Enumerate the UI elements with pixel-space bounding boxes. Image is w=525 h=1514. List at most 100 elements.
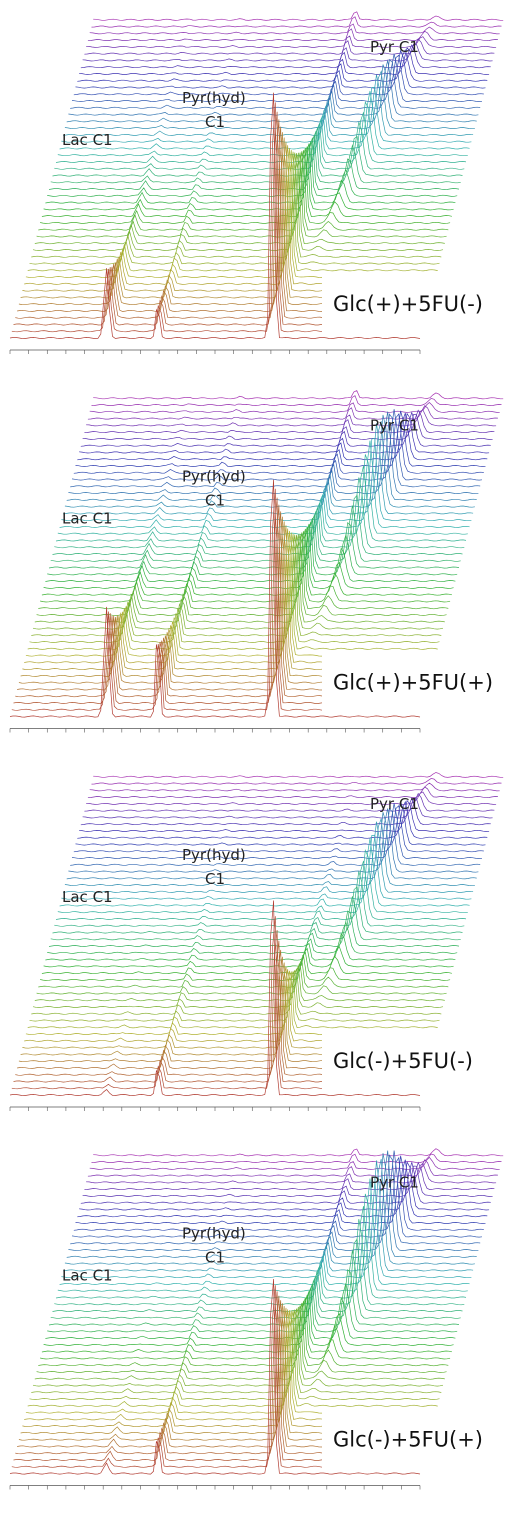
spectrum-trace — [64, 1159, 475, 1265]
spectrum-trace — [59, 440, 470, 528]
spectrum-trace — [61, 87, 472, 143]
spectrum-trace — [29, 971, 440, 1022]
spectrum-trace — [68, 411, 479, 495]
spectrum-trace — [43, 146, 454, 211]
spectrum-trace — [55, 465, 467, 542]
spectrum-trace — [57, 849, 468, 914]
spectrum-trace — [89, 782, 500, 792]
spectrum-trace — [87, 405, 498, 420]
spectrum-trace — [47, 521, 458, 576]
spectrum-trace — [9, 1278, 421, 1475]
panel: Lac C1 Pyr(hyd) C1 Pyr C1 Glc(-)+5FU(+) — [9, 1148, 522, 1490]
condition-label: Glc(-)+5FU(-) — [333, 1049, 473, 1073]
spectrum-trace — [55, 112, 467, 163]
peak-label: Pyr C1 — [370, 417, 419, 435]
spectrum-trace — [71, 53, 483, 102]
spectrum-trace — [34, 534, 445, 623]
spectrum-trace — [59, 1178, 470, 1285]
condition-label: Glc(-)+5FU(+) — [333, 1428, 483, 1452]
spectrum-trace — [47, 141, 458, 197]
spectrum-trace — [52, 1237, 463, 1312]
spectrum-trace — [71, 803, 483, 859]
peak-label: Pyr(hyd) — [182, 89, 246, 107]
spectrum-trace — [80, 1162, 491, 1204]
spectrum-trace — [87, 1159, 498, 1177]
spectrum-trace — [54, 477, 465, 549]
spectrum-trace — [70, 1154, 481, 1245]
spectrum-trace — [91, 16, 502, 28]
spectrum-trace — [24, 528, 435, 664]
spectrum-trace — [9, 92, 421, 339]
spectrum-trace — [48, 910, 460, 947]
spectrum-trace — [79, 1161, 490, 1211]
spectrum-trace — [40, 1300, 451, 1360]
spectrum-trace — [84, 1161, 495, 1191]
spectrum-trace — [86, 1162, 497, 1184]
spectrum-trace — [91, 778, 502, 785]
spectrum-trace — [89, 402, 500, 413]
spectrum-trace — [63, 423, 474, 515]
spectrum-trace — [66, 1153, 477, 1258]
spectrum-trace — [34, 965, 445, 1002]
spectrum-trace — [79, 47, 490, 75]
spectrum-trace — [75, 49, 486, 89]
spectrum-trace — [73, 413, 484, 474]
spectrum-trace — [77, 800, 488, 839]
spectrum-trace — [59, 90, 470, 150]
condition-label: Glc(+)+5FU(-) — [333, 292, 483, 316]
spectrum-trace — [38, 151, 449, 231]
spectrum-trace — [64, 70, 475, 130]
spectrum-trace — [45, 1291, 456, 1340]
spectrum-trace — [89, 1156, 500, 1170]
spectrum-trace — [55, 860, 467, 920]
spectrum-trace — [41, 148, 452, 218]
peak-label: C1 — [205, 492, 225, 510]
peak-label: Lac C1 — [62, 131, 113, 149]
spectrum-trace — [64, 818, 475, 887]
spectrum-trace — [31, 970, 442, 1015]
spectrum-trace — [27, 532, 438, 650]
spectrum-trace — [54, 121, 465, 170]
spectrum-trace — [41, 1297, 452, 1353]
spectrum-trace — [45, 523, 456, 583]
spectrum-trace — [84, 409, 495, 434]
spectrum-trace — [68, 60, 479, 116]
peak-label: C1 — [205, 870, 225, 888]
spectrum-trace — [86, 35, 497, 48]
peak-label: Pyr(hyd) — [182, 846, 246, 864]
spectrum-trace — [54, 1219, 465, 1306]
spectrum-trace — [61, 438, 472, 522]
spectrum-trace — [63, 74, 474, 136]
spectrum-trace — [38, 959, 449, 988]
spectrum-trace — [70, 807, 481, 866]
spectrum-trace — [89, 23, 500, 35]
spectrum-trace — [87, 28, 498, 42]
spectrum-trace — [52, 494, 463, 555]
spectrum-trace — [84, 38, 495, 55]
peak-label: C1 — [205, 1249, 225, 1267]
spectrum-trace — [36, 152, 447, 238]
spectrum-trace — [75, 410, 486, 467]
spectrum-trace — [64, 421, 475, 508]
condition-box — [322, 1029, 522, 1091]
spectrum-trace — [40, 955, 451, 981]
peak-label: Pyr(hyd) — [182, 1225, 246, 1243]
spectrum-trace — [27, 1310, 438, 1407]
spectrum-trace — [93, 772, 504, 778]
spectrum-trace — [38, 532, 449, 610]
spectrum-trace — [93, 390, 504, 400]
spectrum-trace — [71, 1150, 483, 1238]
spectrum-trace — [77, 49, 488, 82]
spectrum-trace — [91, 1153, 502, 1163]
spectrum-trace — [40, 150, 451, 224]
spectrum-trace — [57, 1193, 468, 1292]
spectrum-trace — [63, 821, 474, 893]
spectrum-trace — [27, 150, 438, 272]
spectrum-trace — [54, 871, 465, 927]
spectrum-trace — [82, 1165, 493, 1197]
spectrum-trace — [32, 153, 444, 251]
spectrum-trace — [25, 1310, 436, 1414]
spectrum-trace — [77, 1159, 488, 1218]
spectrum-trace — [45, 933, 456, 961]
